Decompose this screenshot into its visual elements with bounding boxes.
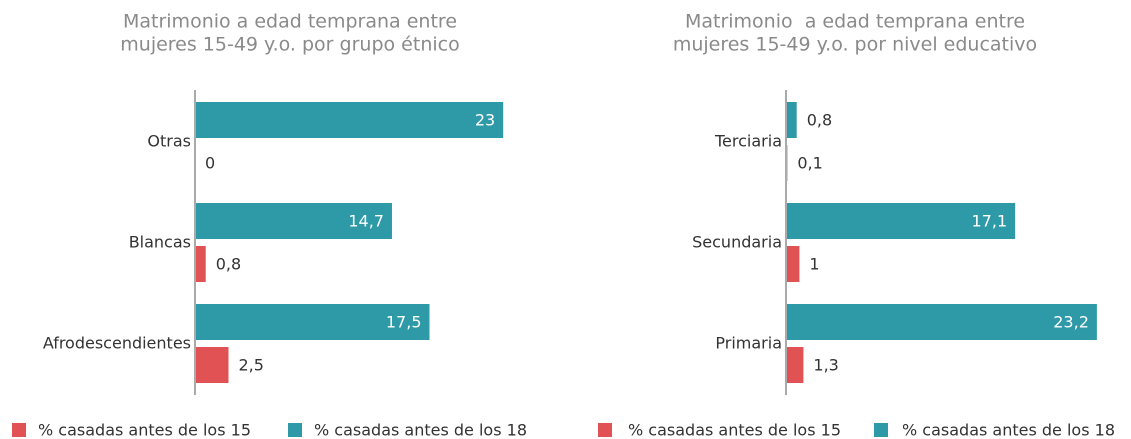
legend-label: % casadas antes de los 18	[314, 421, 527, 439]
chart-title: Matrimonio a edad temprana entre	[685, 11, 1025, 33]
chart-title: mujeres 15-49 y.o. por grupo étnico	[120, 34, 459, 56]
bar	[786, 304, 1097, 340]
value-label: 0,8	[216, 255, 241, 274]
legend-swatch	[12, 423, 26, 437]
value-label: 23	[475, 111, 495, 130]
bar	[786, 203, 1016, 239]
chart-title: mujeres 15-49 y.o. por nivel educativo	[673, 34, 1037, 56]
bar	[195, 102, 504, 138]
value-label: 2,5	[239, 356, 264, 375]
bar	[786, 102, 797, 138]
value-label: 23,2	[1053, 313, 1089, 332]
legend-label: % casadas antes de los 15	[628, 421, 841, 439]
legend-swatch	[874, 423, 888, 437]
category-label: Primaria	[715, 334, 782, 353]
value-label: 1,3	[813, 356, 838, 375]
bar	[786, 347, 804, 383]
bar	[195, 347, 229, 383]
category-label: Afrodescendientes	[43, 334, 191, 353]
category-label: Blancas	[129, 233, 191, 252]
category-label: Otras	[147, 132, 191, 151]
bar	[786, 246, 800, 282]
legend-label: % casadas antes de los 18	[902, 421, 1115, 439]
chart-title: Matrimonio a edad temprana entre	[123, 11, 457, 33]
value-label: 17,5	[386, 313, 422, 332]
bar	[195, 304, 430, 340]
legend-swatch	[598, 423, 612, 437]
value-label: 0,1	[797, 154, 822, 173]
value-label: 1	[809, 255, 819, 274]
value-label: 17,1	[972, 212, 1008, 231]
bar	[195, 246, 206, 282]
legend-swatch	[288, 423, 302, 437]
legend-label: % casadas antes de los 15	[38, 421, 251, 439]
value-label: 14,7	[348, 212, 384, 231]
value-label: 0,8	[807, 111, 832, 130]
category-label: Terciaria	[714, 132, 782, 151]
bar	[195, 203, 392, 239]
value-label: 0	[205, 154, 215, 173]
category-label: Secundaria	[692, 233, 782, 252]
